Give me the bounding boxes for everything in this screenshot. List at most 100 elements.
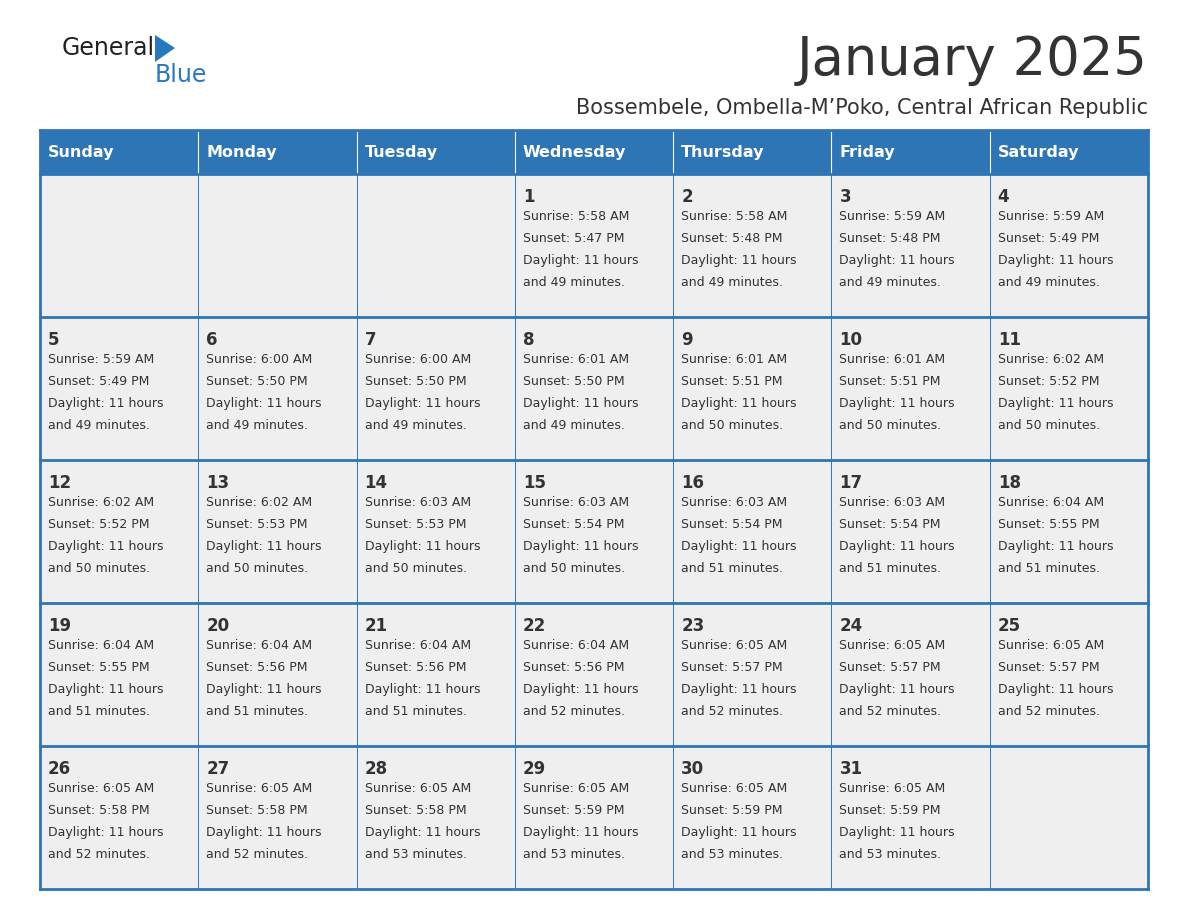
Text: Sunset: 5:47 PM: Sunset: 5:47 PM [523,232,625,245]
Bar [198,317,356,460]
Text: Sunset: 5:59 PM: Sunset: 5:59 PM [840,804,941,817]
Bar [832,174,990,317]
Bar [514,603,674,746]
Text: Tuesday: Tuesday [365,144,437,160]
Text: Daylight: 11 hours: Daylight: 11 hours [840,826,955,839]
Text: and 52 minutes.: and 52 minutes. [48,848,150,861]
Text: and 50 minutes.: and 50 minutes. [998,419,1100,432]
Text: Sunrise: 6:01 AM: Sunrise: 6:01 AM [840,353,946,366]
Text: Daylight: 11 hours: Daylight: 11 hours [998,254,1113,267]
Text: Daylight: 11 hours: Daylight: 11 hours [207,683,322,696]
Bar [356,460,514,603]
Text: 4: 4 [998,188,1010,206]
Text: Daylight: 11 hours: Daylight: 11 hours [523,683,638,696]
Bar [40,130,198,174]
Text: Sunrise: 6:03 AM: Sunrise: 6:03 AM [365,496,470,509]
Text: Daylight: 11 hours: Daylight: 11 hours [523,397,638,410]
Text: Sunset: 5:50 PM: Sunset: 5:50 PM [207,375,308,388]
Text: Sunset: 5:50 PM: Sunset: 5:50 PM [523,375,625,388]
Text: Sunrise: 6:05 AM: Sunrise: 6:05 AM [998,639,1104,652]
Bar [674,746,832,889]
Text: 26: 26 [48,760,71,778]
Text: 15: 15 [523,474,545,492]
Text: and 49 minutes.: and 49 minutes. [207,419,308,432]
Text: Daylight: 11 hours: Daylight: 11 hours [365,397,480,410]
Text: and 53 minutes.: and 53 minutes. [840,848,941,861]
Text: and 50 minutes.: and 50 minutes. [681,419,783,432]
Text: Sunrise: 6:00 AM: Sunrise: 6:00 AM [207,353,312,366]
Text: Friday: Friday [840,144,895,160]
Text: and 50 minutes.: and 50 minutes. [365,562,467,575]
Text: and 49 minutes.: and 49 minutes. [523,276,625,289]
Text: 3: 3 [840,188,851,206]
Bar [356,317,514,460]
Text: 31: 31 [840,760,862,778]
Text: Sunset: 5:49 PM: Sunset: 5:49 PM [998,232,1099,245]
Text: Sunrise: 6:04 AM: Sunrise: 6:04 AM [365,639,470,652]
Bar [514,317,674,460]
Bar [832,130,990,174]
Text: and 50 minutes.: and 50 minutes. [207,562,309,575]
Text: 13: 13 [207,474,229,492]
Text: Sunset: 5:57 PM: Sunset: 5:57 PM [840,661,941,674]
Text: 14: 14 [365,474,387,492]
Text: Sunrise: 6:00 AM: Sunrise: 6:00 AM [365,353,470,366]
Text: Sunset: 5:52 PM: Sunset: 5:52 PM [998,375,1099,388]
Text: Daylight: 11 hours: Daylight: 11 hours [523,254,638,267]
Text: and 51 minutes.: and 51 minutes. [48,705,150,718]
Text: Sunset: 5:59 PM: Sunset: 5:59 PM [523,804,625,817]
Text: Sunrise: 6:05 AM: Sunrise: 6:05 AM [840,639,946,652]
Text: 16: 16 [681,474,704,492]
Text: Monday: Monday [207,144,277,160]
Text: Sunrise: 5:58 AM: Sunrise: 5:58 AM [523,210,630,223]
Text: 25: 25 [998,617,1020,635]
Bar [514,174,674,317]
Text: Daylight: 11 hours: Daylight: 11 hours [998,540,1113,553]
Text: Saturday: Saturday [998,144,1079,160]
Text: Sunrise: 5:59 AM: Sunrise: 5:59 AM [48,353,154,366]
Text: Sunset: 5:57 PM: Sunset: 5:57 PM [681,661,783,674]
Text: Daylight: 11 hours: Daylight: 11 hours [681,397,797,410]
Text: Daylight: 11 hours: Daylight: 11 hours [365,826,480,839]
Text: Sunrise: 6:05 AM: Sunrise: 6:05 AM [207,782,312,795]
Text: Sunset: 5:59 PM: Sunset: 5:59 PM [681,804,783,817]
Text: Sunrise: 6:05 AM: Sunrise: 6:05 AM [365,782,470,795]
Text: and 52 minutes.: and 52 minutes. [523,705,625,718]
Text: Daylight: 11 hours: Daylight: 11 hours [840,397,955,410]
Bar [40,603,198,746]
Text: Daylight: 11 hours: Daylight: 11 hours [48,683,164,696]
Text: Daylight: 11 hours: Daylight: 11 hours [207,540,322,553]
Text: Sunday: Sunday [48,144,114,160]
Text: Sunrise: 6:03 AM: Sunrise: 6:03 AM [523,496,628,509]
Text: General: General [62,36,156,60]
Bar [514,746,674,889]
Text: and 53 minutes.: and 53 minutes. [365,848,467,861]
Bar [514,460,674,603]
Text: Sunset: 5:54 PM: Sunset: 5:54 PM [681,518,783,531]
Text: Sunrise: 6:04 AM: Sunrise: 6:04 AM [207,639,312,652]
Text: and 51 minutes.: and 51 minutes. [840,562,941,575]
Text: 27: 27 [207,760,229,778]
Text: Sunset: 5:58 PM: Sunset: 5:58 PM [365,804,466,817]
Text: Sunset: 5:58 PM: Sunset: 5:58 PM [48,804,150,817]
Text: Sunrise: 6:04 AM: Sunrise: 6:04 AM [48,639,154,652]
Text: Daylight: 11 hours: Daylight: 11 hours [840,254,955,267]
Bar [40,746,198,889]
Bar [832,460,990,603]
Text: January 2025: January 2025 [797,34,1148,86]
Text: Blue: Blue [154,63,208,87]
Text: Sunset: 5:51 PM: Sunset: 5:51 PM [840,375,941,388]
Text: and 51 minutes.: and 51 minutes. [681,562,783,575]
Text: Daylight: 11 hours: Daylight: 11 hours [840,683,955,696]
Text: 10: 10 [840,331,862,349]
Text: and 52 minutes.: and 52 minutes. [840,705,941,718]
Text: 29: 29 [523,760,546,778]
Text: 20: 20 [207,617,229,635]
Text: Sunrise: 5:59 AM: Sunrise: 5:59 AM [840,210,946,223]
Text: Bossembele, Ombella-M’Poko, Central African Republic: Bossembele, Ombella-M’Poko, Central Afri… [576,98,1148,118]
Text: 11: 11 [998,331,1020,349]
Text: Sunset: 5:58 PM: Sunset: 5:58 PM [207,804,308,817]
Text: Sunset: 5:53 PM: Sunset: 5:53 PM [365,518,466,531]
Text: Sunset: 5:49 PM: Sunset: 5:49 PM [48,375,150,388]
Text: Sunset: 5:51 PM: Sunset: 5:51 PM [681,375,783,388]
